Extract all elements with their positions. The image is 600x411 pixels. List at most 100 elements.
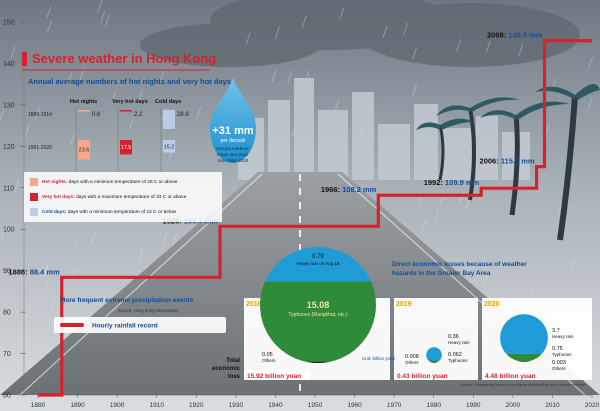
definition-swatch	[30, 193, 38, 201]
loss-2019-typhoon-label: Typhoons	[448, 358, 468, 363]
loss-total-bg	[482, 370, 532, 380]
x-tick-label: 1990	[466, 402, 481, 409]
definition-swatch	[30, 208, 38, 216]
y-tick-label: 90	[3, 268, 11, 275]
rainfall-legend-box	[54, 317, 226, 333]
x-tick-label: 2020	[585, 402, 600, 409]
x-tick-label: 1940	[268, 402, 283, 409]
loss-2020-rain-value: 3.7	[552, 328, 560, 334]
y-tick-label: 100	[3, 227, 15, 234]
loss-2018-others-label: Others	[262, 358, 276, 363]
loss-2018-others-value: 0.05	[262, 352, 273, 358]
y-tick-label: 80	[3, 310, 11, 317]
x-tick-label: 2000	[506, 402, 521, 409]
loss-2020-typhoon-band	[500, 353, 548, 362]
point-year: 1966:	[321, 185, 342, 194]
loss-2018-rain-value: 0.79	[312, 254, 324, 260]
period-label: 1885-1914	[28, 112, 52, 118]
y-tick-label: 130	[3, 102, 15, 109]
bar-period-1	[163, 110, 175, 130]
point-year: 1992:	[424, 178, 445, 187]
loss-row-label-1: Total	[226, 358, 240, 364]
x-tick-label: 1890	[70, 402, 85, 409]
point-value: 115.1 mm	[501, 157, 535, 166]
x-tick-label: 1980	[426, 402, 441, 409]
hot-days-chart: 1885-1914 1991-2020 Hot nights Very hot day…	[28, 99, 189, 172]
sea-level-unit: per decade	[220, 138, 245, 144]
rainfall-step-line	[38, 39, 592, 397]
bar-period-2	[163, 140, 175, 153]
loss-year-label: 2020	[484, 301, 500, 308]
period-label: 1991-2020	[28, 145, 52, 151]
loss-2018-typhoon-value: 15.08	[307, 300, 330, 310]
definition-text: Hot nights: days with a minimum temperat…	[42, 179, 178, 185]
loss-2020-others-band	[500, 361, 548, 362]
category-label: Hot nights	[70, 99, 97, 105]
point-year: 2008:	[487, 31, 508, 40]
x-tick-label: 1960	[347, 402, 362, 409]
loss-2020-rain-label: Heavy rain	[552, 334, 574, 339]
definition-term: Very hot days:	[42, 194, 76, 200]
definition-body: days with a minimum temperature of 12 C …	[68, 209, 177, 215]
bar-value-period-1: 0.6	[92, 112, 101, 118]
palm-trees	[416, 84, 600, 241]
loss-total-value: 4.48 billion yuan	[485, 373, 536, 380]
point-year: 1886:	[8, 267, 29, 276]
x-tick-label: 1930	[229, 402, 244, 409]
loss-2019-typhoon-band	[426, 360, 442, 363]
definition-term: Hot nights:	[42, 179, 69, 185]
loss-total-bg	[394, 370, 432, 380]
cloud-layer	[140, 0, 580, 67]
loss-row-label-2: economic	[212, 366, 241, 372]
x-tick-label: 1970	[387, 402, 402, 409]
loss-2019-others-band	[426, 362, 442, 363]
loss-2018-typhoon-label: Typhoons (Mangkhut, etc.)	[288, 312, 348, 318]
x-tick-label: 2010	[545, 402, 560, 409]
loss-2020-others-label: Others	[552, 366, 566, 371]
precipitation-source: Source: Hong Kong Observatory	[118, 308, 179, 313]
loss-2019-outline	[425, 346, 443, 364]
definition-swatch	[30, 178, 38, 186]
definition-term: Cold days:	[42, 209, 68, 215]
rainfall-point-label: 1886: 88.4 mm	[8, 267, 60, 276]
y-tick-label: 150	[3, 20, 15, 27]
definition-text: Cold days: days with a minimum temperatu…	[42, 209, 177, 215]
bar-period-1	[120, 110, 132, 112]
definitions-box	[24, 172, 222, 222]
loss-2019-typhoon-value: 0.062	[448, 352, 462, 358]
loss-row-label-3: loss	[228, 374, 241, 380]
point-value: 88.4 mm	[30, 267, 60, 276]
y-tick-label: 70	[3, 351, 11, 358]
y-tick-label: 140	[3, 61, 15, 68]
bar-period-2	[120, 140, 132, 155]
page-title: Severe weather in Hong Kong	[32, 51, 216, 66]
definition-body: days with a minimum temperature of 28 C …	[69, 179, 178, 185]
x-tick-label: 1900	[110, 402, 125, 409]
definitions-legend: Hot nights: days with a minimum temperat…	[24, 172, 222, 222]
rainfall-line-layer	[38, 39, 592, 397]
rainfall-legend-label: Hourly rainfall record	[92, 323, 158, 330]
definition-text: Very hot days: days with a maximum tempe…	[42, 194, 187, 200]
x-tick-label: 1950	[308, 402, 323, 409]
loss-title-line-1: Direct economic losses because of weathe…	[392, 261, 527, 268]
loss-2020-rain-band	[500, 314, 548, 354]
loss-2019-circle	[426, 347, 442, 363]
bar-period-2	[78, 140, 90, 160]
loss-unit: Unit: billion yuan	[362, 356, 396, 361]
x-tick-label: 1910	[149, 402, 164, 409]
loss-2018-rain-label: Heavy rain on Aug 18	[296, 261, 340, 266]
rainfall-point-label: 2006: 115.1 mm	[480, 157, 535, 166]
point-year: 2006:	[480, 157, 501, 166]
loss-2020-typhoon-label: Typhoons	[552, 352, 572, 357]
rainfall-point-label: 2008: 145.5 mm	[487, 31, 543, 40]
x-tick-label: 1920	[189, 402, 204, 409]
water-drop-icon	[210, 78, 256, 163]
loss-2020-circle	[500, 314, 548, 362]
point-value: 109.9 mm	[445, 178, 480, 187]
economic-loss-panel: Direct economic losses because of weathe…	[212, 247, 592, 387]
y-tick-label: 110	[3, 185, 14, 192]
rainfall-point-label: 1966: 108.2 mm	[321, 185, 377, 194]
y-tick-label: 60	[3, 393, 11, 400]
